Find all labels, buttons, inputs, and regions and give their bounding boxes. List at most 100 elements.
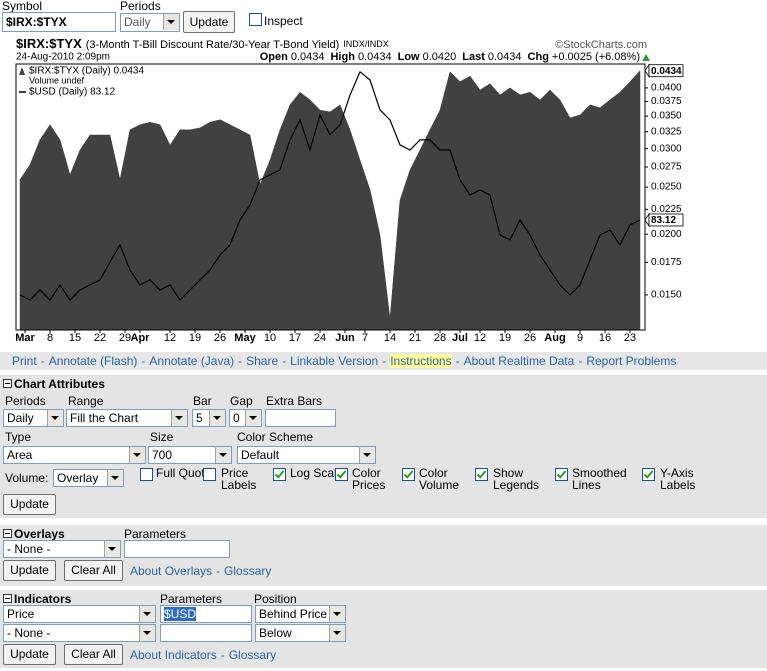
y-tick-label: 0.0300 xyxy=(651,143,682,154)
stat-label: Last xyxy=(462,51,485,63)
stat-value: 0.0420 xyxy=(423,51,457,63)
separator: - xyxy=(282,354,287,368)
checkbox[interactable] xyxy=(475,468,488,481)
x-tick-label: 23 xyxy=(624,332,636,344)
periods-select[interactable]: Daily xyxy=(120,13,180,32)
checkbox[interactable] xyxy=(203,468,216,481)
x-tick-label: 17 xyxy=(289,332,301,344)
last-value-tag xyxy=(648,64,684,78)
stat-value: +0.0025 (+6.08%) xyxy=(552,51,640,63)
overlay-select[interactable]: - None - xyxy=(3,540,121,558)
size-select[interactable]: 700 xyxy=(148,446,232,464)
link[interactable]: Report Problems xyxy=(586,354,677,368)
link-bar: Print - Annotate (Flash) - Annotate (Java) - S… xyxy=(0,352,767,370)
field-label: Color Scheme xyxy=(237,430,314,444)
checkbox-label: Color Prices xyxy=(352,466,386,492)
field-label: Range xyxy=(68,394,104,408)
checkbox[interactable] xyxy=(140,468,153,481)
field-label: Extra Bars xyxy=(266,394,323,408)
gap-select[interactable]: 0 xyxy=(229,409,262,427)
update-button[interactable]: Update xyxy=(183,11,235,33)
checkbox[interactable] xyxy=(273,468,286,481)
symbol-input[interactable]: $IRX:$TYX xyxy=(2,12,116,32)
indicator-select[interactable]: - None - xyxy=(3,624,156,642)
line xyxy=(19,70,641,301)
x-tick-label: 29 xyxy=(119,332,131,344)
chart-subtitle: (3-Month T-Bill Discount Rate/30-Year T-… xyxy=(86,39,340,51)
link[interactable]: Glossary xyxy=(224,564,272,578)
section-title: Overlays xyxy=(14,527,65,541)
legend-entry: Volume undef xyxy=(29,75,85,85)
type-select[interactable]: Area xyxy=(3,446,146,464)
link[interactable]: Linkable Version xyxy=(290,354,379,368)
stat-label: High xyxy=(330,51,355,63)
x-tick-label: Jun xyxy=(335,332,355,344)
indicator-select[interactable]: Price xyxy=(3,605,156,623)
collapse-icon[interactable] xyxy=(3,379,12,388)
section-title: Indicators xyxy=(14,592,72,606)
extra-bars-input[interactable] xyxy=(265,409,336,427)
bar-select[interactable]: 5 xyxy=(192,409,226,427)
position-select[interactable]: Behind Price xyxy=(255,605,346,623)
link[interactable]: About Indicators xyxy=(130,648,217,662)
x-tick-label: Jul xyxy=(452,332,468,344)
x-tick-label: 14 xyxy=(384,332,396,344)
separator: - xyxy=(216,564,221,578)
overlay-parameters[interactable] xyxy=(124,540,230,558)
link[interactable]: Share xyxy=(246,354,279,368)
color-scheme-select[interactable]: Default xyxy=(237,446,376,464)
link[interactable]: Annotate (Java) xyxy=(149,354,235,368)
collapse-icon[interactable] xyxy=(3,529,12,538)
y-tick-label: 0.0225 xyxy=(651,204,682,215)
position-select[interactable]: Below xyxy=(255,624,346,642)
stat-value: 0.0434 xyxy=(488,51,522,63)
y-tick-label: 0.0175 xyxy=(651,257,682,268)
inspect-label: Inspect xyxy=(264,14,303,28)
clear-button[interactable]: Clear All xyxy=(64,644,123,665)
volume-select[interactable]: Overlay xyxy=(53,469,124,487)
update-button[interactable]: Update xyxy=(3,560,56,581)
link[interactable]: Instructions xyxy=(390,354,452,368)
separator: - xyxy=(382,354,387,368)
link[interactable]: About Realtime Data xyxy=(463,354,575,368)
last-value-label: 0.0434 xyxy=(651,66,682,77)
y-tick-label: 0.0200 xyxy=(651,229,682,240)
checkbox-label: Y-Axis Labels xyxy=(660,466,696,492)
x-tick-label: 8 xyxy=(47,332,53,344)
stat-value: 0.0434 xyxy=(358,51,392,63)
link[interactable]: Annotate (Flash) xyxy=(48,354,138,368)
chart-credit: ©StockCharts.com xyxy=(555,39,647,51)
checkbox[interactable] xyxy=(555,468,568,481)
legend-entry: $IRX:$TYX (Daily) 0.0434 xyxy=(29,66,144,77)
update-button[interactable]: Update xyxy=(3,644,56,665)
checkbox-label: Log Scale xyxy=(290,466,344,480)
inspect-checkbox[interactable] xyxy=(249,13,262,26)
x-tick-label: 16 xyxy=(599,332,611,344)
chart: $IRX:$TYX (3-Month T-Bill Discount Rate/3… xyxy=(15,36,684,344)
x-tick-label: Aug xyxy=(544,332,565,344)
collapse-icon[interactable] xyxy=(3,594,12,603)
x-tick-label: Apr xyxy=(131,332,151,344)
field-label: Parameters xyxy=(160,592,223,606)
clear-button[interactable]: Clear All xyxy=(64,560,123,581)
x-tick-label: 28 xyxy=(434,332,446,344)
chart-date: 24-Aug-2010 2:09pm xyxy=(16,52,110,63)
periods-label: Periods xyxy=(120,0,161,13)
periods-select[interactable]: Daily xyxy=(3,409,64,427)
link[interactable]: Print xyxy=(12,354,37,368)
checkbox[interactable] xyxy=(642,468,655,481)
range-select[interactable]: Fill the Chart xyxy=(66,409,188,427)
checkbox[interactable] xyxy=(402,468,415,481)
stat-label: Chg xyxy=(528,51,549,63)
indicator-parameters[interactable]: $USD xyxy=(160,605,252,623)
tag-pointer xyxy=(644,63,650,79)
link[interactable]: About Overlays xyxy=(130,564,213,578)
checkbox-label: Color Volume xyxy=(419,466,460,492)
update-button[interactable]: Update xyxy=(3,494,56,515)
separator: - xyxy=(578,354,583,368)
field-label: Gap xyxy=(230,394,253,408)
link[interactable]: Glossary xyxy=(228,648,277,662)
checkbox[interactable] xyxy=(335,468,348,481)
indicator-parameters[interactable] xyxy=(160,624,252,642)
stat-label: Open xyxy=(260,51,288,63)
